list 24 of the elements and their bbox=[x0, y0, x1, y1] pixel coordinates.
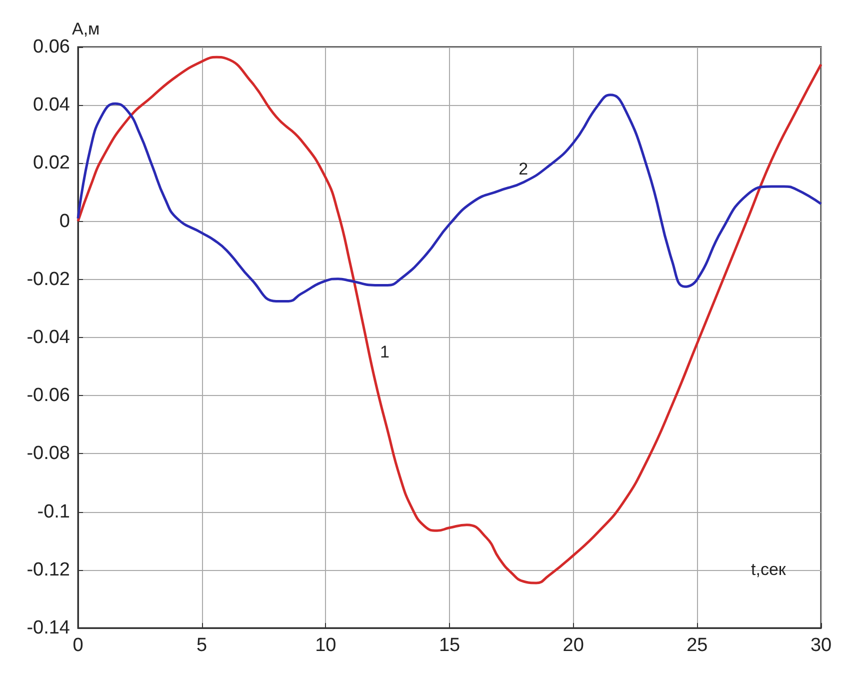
x-axis-title: t,сек bbox=[751, 560, 786, 579]
annotation: 2 bbox=[518, 159, 528, 178]
x-tick-label: 15 bbox=[438, 635, 460, 656]
annotation: 1 bbox=[380, 342, 390, 362]
x-tick-label: 30 bbox=[810, 635, 832, 656]
y-tick-label: -0.12 bbox=[26, 559, 70, 580]
x-tick-label: 25 bbox=[686, 635, 708, 656]
y-tick-label: -0.02 bbox=[26, 268, 70, 290]
line-series bbox=[76, 94, 822, 302]
y-tick-label: -0.08 bbox=[26, 443, 70, 464]
y-axis-title: А,м bbox=[72, 20, 100, 39]
y-tick-label: 0.06 bbox=[33, 36, 70, 58]
y-tick-label: -0.06 bbox=[26, 385, 70, 406]
x-tick-label: 0 bbox=[72, 635, 84, 656]
y-tick-label: 0.04 bbox=[33, 94, 70, 116]
y-tick-label: 0 bbox=[59, 210, 70, 232]
y-tick-label: -0.04 bbox=[26, 327, 70, 348]
y-tick-label: -0.14 bbox=[26, 618, 70, 638]
x-tick-label: 5 bbox=[196, 635, 208, 656]
x-tick-label: 20 bbox=[562, 635, 584, 656]
y-tick-label: 0.02 bbox=[33, 152, 70, 174]
y-tick-label: -0.1 bbox=[37, 501, 70, 522]
line-series bbox=[76, 56, 822, 584]
x-tick-label: 10 bbox=[315, 635, 336, 656]
